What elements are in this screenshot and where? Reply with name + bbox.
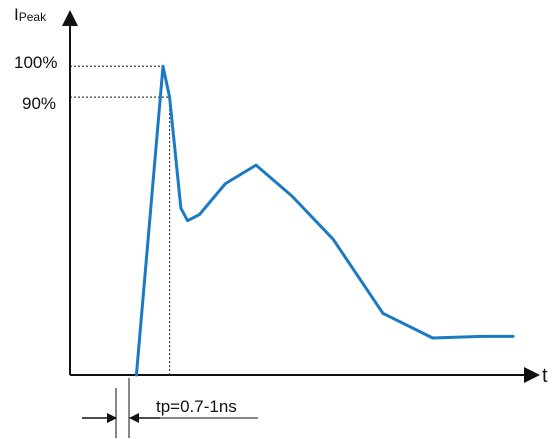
y-axis-label-sub: Peak bbox=[19, 10, 47, 24]
tp-annotation: tp=0.7-1ns bbox=[156, 397, 237, 416]
x-axis-label: t bbox=[542, 365, 548, 387]
y-axis-label: IPeak bbox=[14, 5, 47, 24]
y-axis-arrowhead bbox=[62, 10, 78, 26]
x-axis-arrowhead bbox=[524, 367, 540, 383]
y-tick-label-90: 90% bbox=[22, 94, 56, 113]
y-axis-label-main: I bbox=[14, 5, 19, 24]
series-line bbox=[134, 64, 515, 377]
y-tick-label-100: 100% bbox=[14, 53, 57, 72]
